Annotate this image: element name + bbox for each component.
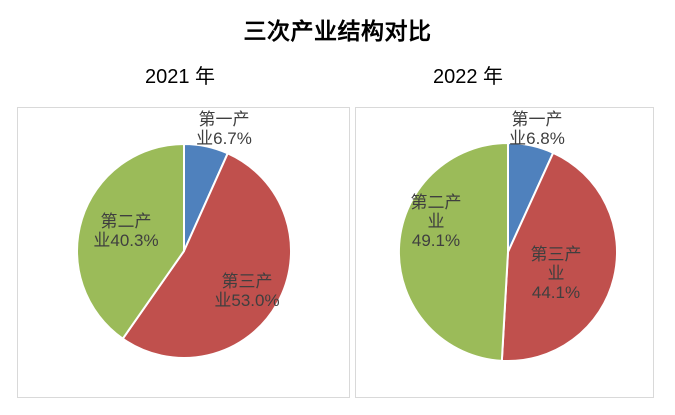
label-second-industry-2022: 第二产 业 49.1%: [392, 193, 480, 250]
label-line: 业40.3%: [93, 231, 159, 250]
label-third-industry-2022: 第三产 业 44.1%: [512, 245, 600, 302]
pie-slice-third-industry: [121, 152, 292, 359]
pie-chart-2021: [76, 143, 292, 359]
label-third-industry-2021: 第三产 业53.0%: [203, 272, 291, 310]
label-line: 业: [547, 264, 565, 283]
label-line: 业: [427, 212, 445, 231]
pie-chart-2022: [397, 142, 618, 362]
label-line: 第二产: [100, 212, 152, 231]
chart-main-title: 三次产业结构对比: [243, 18, 432, 44]
pie-slice-second-industry: [397, 142, 509, 362]
left-chart-year-label: 2021 年: [145, 66, 216, 88]
pie-panel-2022: 第一产 业6.8% 第二产 业 49.1% 第三产 业 44.1%: [355, 107, 654, 398]
label-line: 第三产: [221, 272, 273, 291]
label-line: 业53.0%: [214, 291, 280, 310]
label-first-industry-2021: 第一产 业6.7%: [180, 110, 268, 148]
pie-slice-second-industry: [76, 143, 185, 340]
label-line: 44.1%: [531, 283, 581, 302]
label-line: 49.1%: [411, 231, 461, 250]
pie-slice-third-industry: [500, 151, 618, 362]
label-first-industry-2022: 第一产 业6.8%: [493, 110, 581, 148]
label-line: 第三产: [530, 245, 582, 264]
right-chart-year-label: 2022 年: [433, 66, 504, 88]
label-line: 第二产: [410, 193, 462, 212]
pie-panel-2021: 第一产 业6.7% 第二产 业40.3% 第三产 业53.0%: [17, 107, 350, 398]
label-second-industry-2021: 第二产 业40.3%: [82, 212, 170, 250]
label-line: 第一产: [511, 110, 563, 129]
label-line: 业6.7%: [196, 129, 252, 148]
label-line: 第一产: [198, 110, 250, 129]
label-line: 业6.8%: [509, 129, 565, 148]
